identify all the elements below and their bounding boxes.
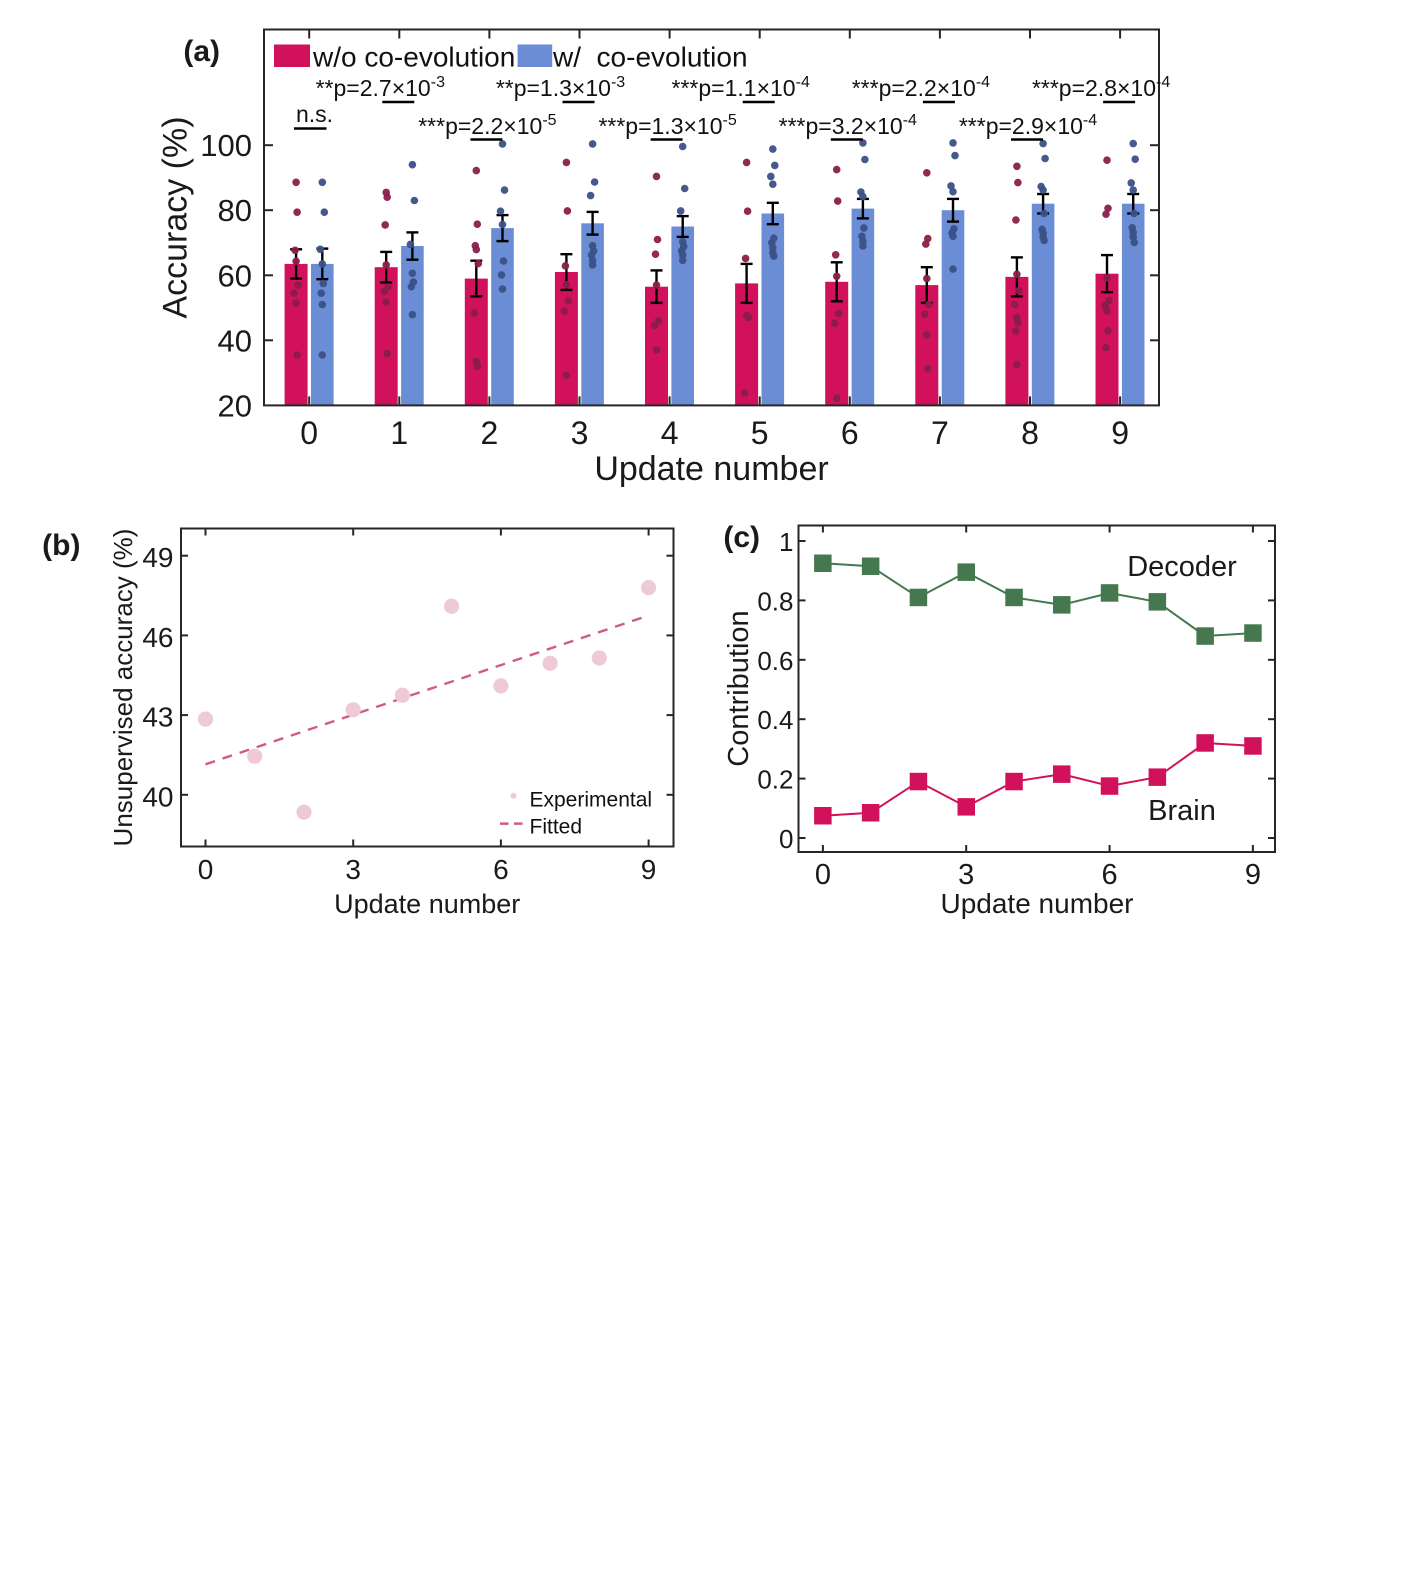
svg-text:6: 6: [841, 415, 859, 451]
svg-text:Contribution: Contribution: [723, 610, 755, 766]
svg-text:**p=2.7×10-3: **p=2.7×10-3: [316, 74, 445, 101]
svg-text:4: 4: [661, 415, 679, 451]
svg-text:***p=2.2×10-5: ***p=2.2×10-5: [418, 112, 556, 139]
svg-text:9: 9: [1245, 859, 1261, 891]
svg-text:Unsupervised accuracy (%): Unsupervised accuracy (%): [108, 529, 138, 847]
svg-text:7: 7: [931, 415, 949, 451]
svg-text:100: 100: [200, 128, 252, 163]
svg-text:80: 80: [218, 193, 252, 228]
svg-text:5: 5: [751, 415, 769, 451]
svg-text:3: 3: [958, 859, 974, 891]
svg-text:Brain: Brain: [1148, 795, 1216, 827]
svg-text:***p=1.1×10-4: ***p=1.1×10-4: [672, 74, 810, 101]
svg-text:0: 0: [779, 824, 793, 854]
svg-text:49: 49: [142, 542, 173, 573]
svg-text:0.4: 0.4: [757, 705, 793, 735]
svg-text:(c): (c): [723, 521, 760, 554]
svg-text:0: 0: [300, 415, 318, 451]
svg-text:Experimental: Experimental: [530, 789, 653, 812]
svg-text:0: 0: [198, 854, 214, 885]
svg-text:***p=1.3×10-5: ***p=1.3×10-5: [598, 112, 736, 139]
svg-text:3: 3: [571, 415, 589, 451]
svg-text:(a): (a): [183, 35, 220, 68]
svg-text:1: 1: [779, 527, 793, 557]
svg-text:0.6: 0.6: [757, 646, 793, 676]
svg-text:8: 8: [1021, 415, 1039, 451]
svg-text:6: 6: [1102, 859, 1118, 891]
svg-text:n.s.: n.s.: [296, 101, 333, 127]
svg-text:0: 0: [815, 859, 831, 891]
svg-text:9: 9: [641, 854, 657, 885]
svg-text:6: 6: [493, 854, 509, 885]
svg-text:2: 2: [481, 415, 499, 451]
svg-text:40: 40: [142, 781, 173, 812]
svg-text:Update number: Update number: [594, 450, 828, 488]
svg-text:w/o co-evolution: w/o co-evolution: [312, 42, 515, 73]
svg-text:Fitted: Fitted: [530, 815, 583, 838]
svg-text:***p=2.9×10-4: ***p=2.9×10-4: [959, 112, 1097, 139]
svg-text:***p=2.8×10-4: ***p=2.8×10-4: [1032, 74, 1170, 101]
svg-text:***p=3.2×10-4: ***p=3.2×10-4: [779, 112, 917, 139]
svg-text:60: 60: [218, 258, 252, 293]
svg-text:**p=1.3×10-3: **p=1.3×10-3: [496, 74, 625, 101]
svg-text:43: 43: [142, 702, 173, 733]
svg-text:(b): (b): [42, 529, 80, 562]
svg-text:40: 40: [218, 323, 252, 358]
svg-text:0.8: 0.8: [757, 586, 793, 616]
svg-text:Update number: Update number: [334, 889, 520, 919]
svg-text:46: 46: [142, 622, 173, 653]
svg-text:Accuracy (%): Accuracy (%): [157, 116, 195, 318]
svg-text:3: 3: [345, 854, 361, 885]
svg-text:0.2: 0.2: [757, 765, 793, 795]
svg-text:***p=2.2×10-4: ***p=2.2×10-4: [852, 74, 990, 101]
svg-text:20: 20: [218, 388, 252, 423]
svg-text:Decoder: Decoder: [1127, 551, 1237, 583]
svg-text:Update number: Update number: [940, 888, 1133, 919]
svg-text:w/ co-evolution: w/ co-evolution: [552, 42, 748, 73]
svg-text:1: 1: [390, 415, 408, 451]
svg-text:9: 9: [1111, 415, 1129, 451]
